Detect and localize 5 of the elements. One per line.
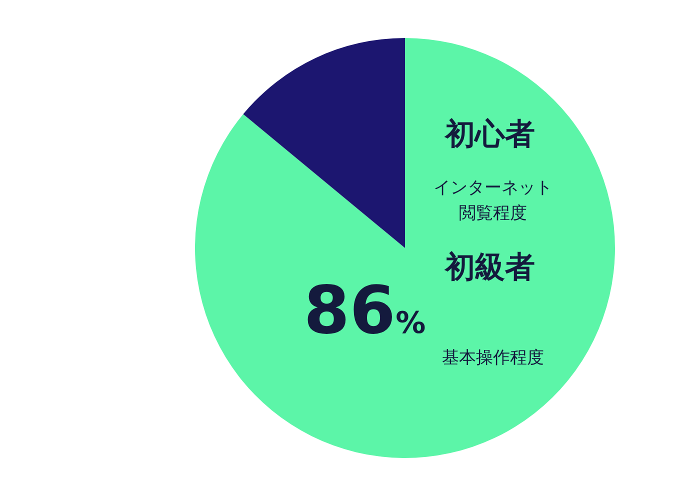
text: 基本操作程度 [442,348,544,368]
text: 初級者 [444,250,535,285]
text: インターネット閲覧程度 [434,178,552,224]
data-label: 86% [304,272,426,349]
text: 初心者 [444,117,535,152]
